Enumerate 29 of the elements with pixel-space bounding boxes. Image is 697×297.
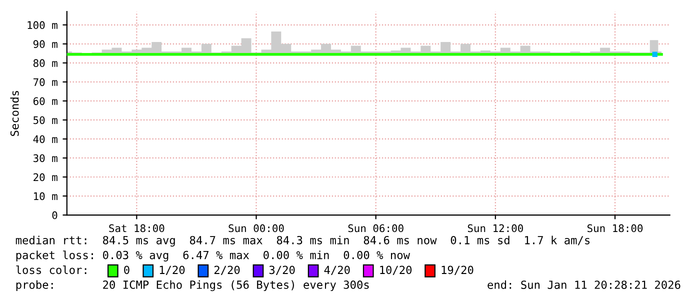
legend-label: 1/20 <box>160 266 185 275</box>
y-tick-label: 60 m <box>33 97 58 106</box>
y-tick-label: 10 m <box>34 192 58 200</box>
legend-label: 10/20 <box>380 266 412 275</box>
y-tick-label: 40 m <box>33 135 58 144</box>
legend-title: loss color: <box>16 265 86 274</box>
y-tick-label: 80 m <box>33 59 58 68</box>
text: median rtt: 84.5 ms avg 84.7 ms max 84.3 ms min 84.6 ms now 0.1 ms sd 1.7 k am/s <box>16 236 590 247</box>
y-tick-label: 100 m <box>28 21 58 30</box>
legend-label: 4/20 <box>324 266 350 275</box>
y-tick-label: 90 m <box>33 40 58 48</box>
legend-label: 0 <box>124 266 130 274</box>
x-tick-label: Sun 12:00 <box>468 224 523 232</box>
x-tick-label: Sun 06:00 <box>348 224 404 232</box>
legend-label: 3/20 <box>269 266 295 275</box>
text: end: Sun Jan 11 20:28:21 2026 <box>488 280 680 289</box>
y-tick-label: 70 m <box>34 78 58 86</box>
x-tick-label: Sun 18:00 <box>587 224 643 232</box>
y-tick-label: 50 m <box>34 116 58 124</box>
text: probe: 20 ICMP Echo Pings (56 Bytes) every 300s <box>16 280 369 292</box>
x-tick-label: Sun 00:00 <box>228 224 284 232</box>
x-tick-label: Sat 18:00 <box>109 224 164 232</box>
text: packet loss: 0.03 % avg 6.47 % max 0.00 % min 0.00 % now <box>16 250 410 262</box>
y-tick-label: 30 m <box>33 154 58 162</box>
y-tick-label: 0 <box>52 211 58 220</box>
y-axis-title: Seconds <box>10 90 19 136</box>
legend-label: 2/20 <box>214 266 240 275</box>
y-tick-label: 20 m <box>34 173 58 182</box>
legend-label: 19/20 <box>442 266 474 275</box>
